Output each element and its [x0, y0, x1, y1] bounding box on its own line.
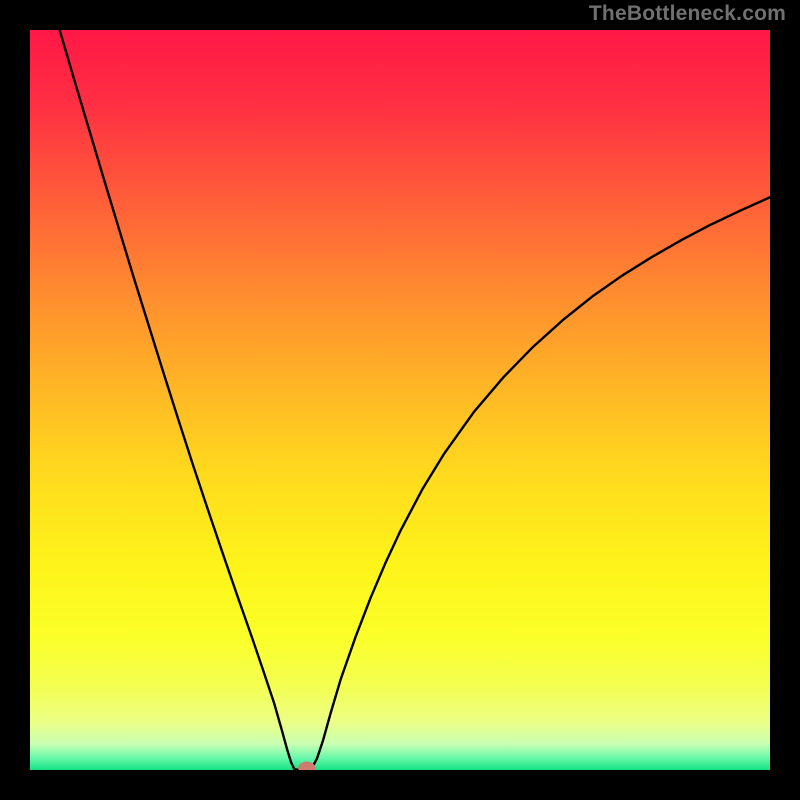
- plot-border: [770, 0, 800, 800]
- chart-frame: TheBottleneck.com: [0, 0, 800, 800]
- watermark-text: TheBottleneck.com: [589, 2, 786, 26]
- plot-background: [30, 30, 770, 770]
- bottleneck-chart: [0, 0, 800, 800]
- plot-border: [0, 0, 30, 800]
- plot-border: [0, 770, 800, 800]
